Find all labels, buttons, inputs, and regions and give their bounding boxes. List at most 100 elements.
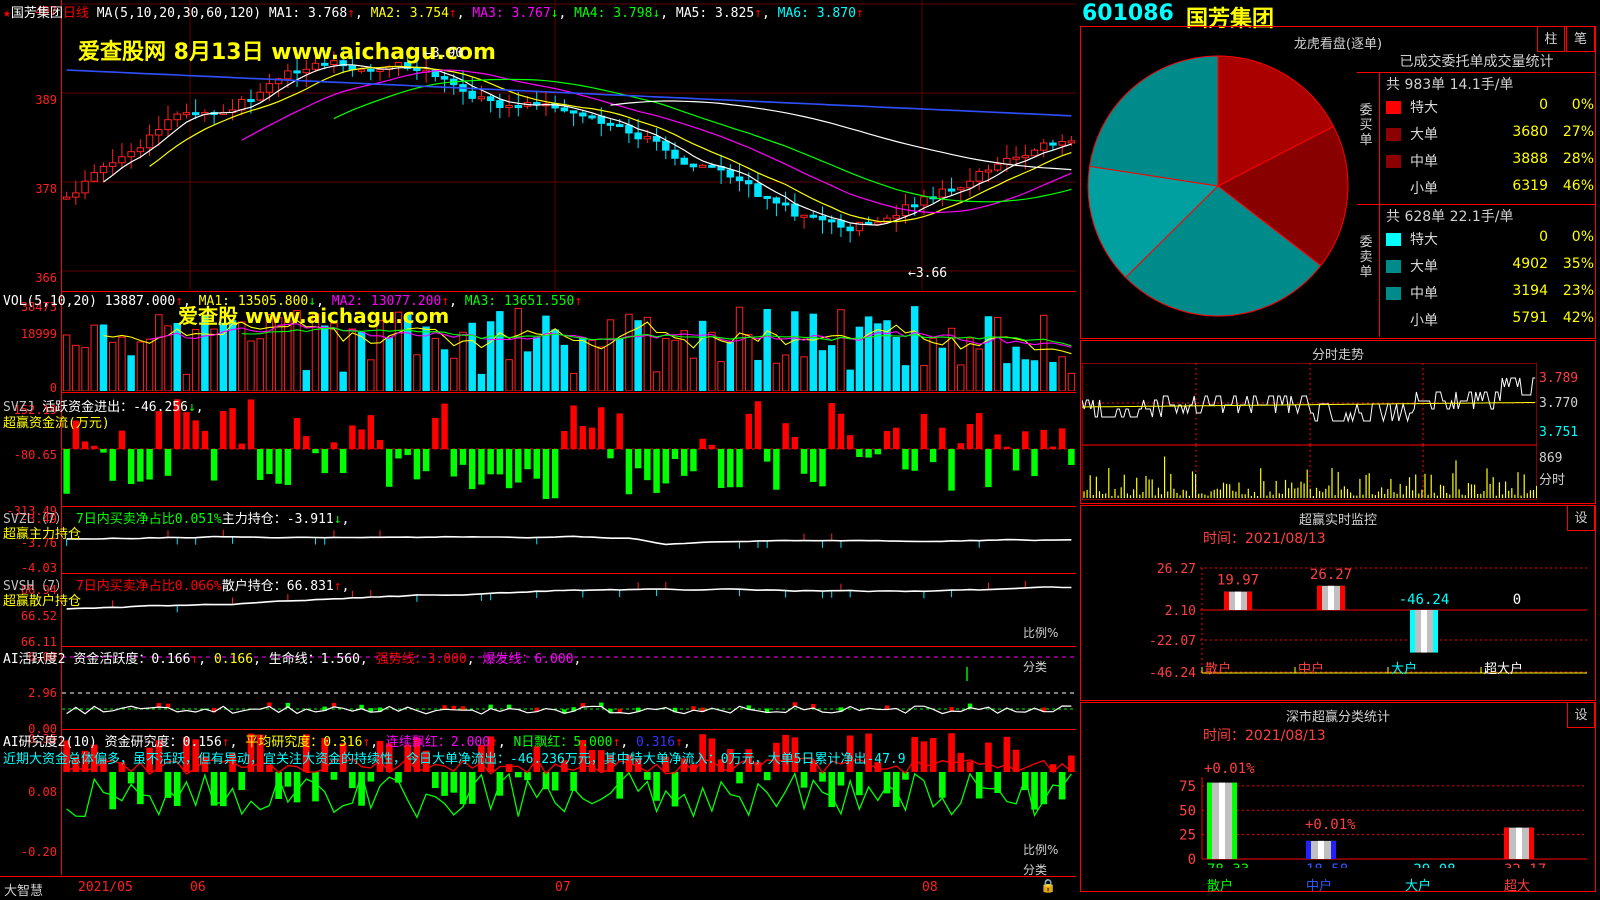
svsh-panel[interactable]	[62, 573, 1076, 645]
classify-time-value: 2021/08/13	[1245, 728, 1326, 744]
classify-y-label: 0	[1188, 852, 1196, 868]
classify-chart-svg: 75 50 25 0 78.33 18.58 -29.08 32.17 +0.01% +0.01%	[1179, 761, 1587, 868]
order-count: 5791	[1512, 310, 1548, 326]
aih-arrow1: ↑	[190, 652, 199, 667]
aiy-v2: 0.316	[323, 735, 363, 750]
ma-arrow-3: ↓	[550, 6, 559, 21]
aiy-arrow5: ↑	[675, 735, 683, 750]
monitor-bar-value: -46.24	[1399, 592, 1450, 608]
buy-side-label: 委买单	[1359, 103, 1373, 148]
order-row: 特大 0 0%	[1380, 97, 1597, 123]
intraday-price-label: 3.770	[1539, 396, 1579, 411]
monitor-category-1: 中户	[1298, 662, 1325, 677]
vol-formula: VOL(5,10,20)	[3, 294, 97, 309]
volume-panel[interactable]	[62, 291, 1076, 391]
svzl-comma: ,	[341, 512, 350, 527]
monitor-settings-button[interactable]: 设	[1567, 505, 1595, 531]
classify-bar-value: 78.33	[1207, 862, 1249, 868]
monitor-y-label: 26.27	[1157, 562, 1196, 577]
kline-ma-formula: MA(5,10,20,30,60,120)	[96, 6, 262, 21]
order-count: 4902	[1512, 256, 1548, 272]
svsh-pos-label: 散户持仓：	[221, 579, 287, 594]
aiy-code: AI研究度2(10)	[3, 735, 97, 750]
intraday-vol-sub: 分时	[1539, 473, 1566, 488]
order-percent: 46%	[1562, 178, 1594, 194]
realtime-monitor-panel[interactable]: 超赢实时监控 设 时间：2021/08/13 26.27 2.10 -22.07 -4…	[1023, 505, 1596, 701]
price-axis-label: 389	[35, 93, 57, 107]
order-percent: 28%	[1562, 151, 1594, 167]
time-axis-tick: 2021/05	[78, 880, 133, 895]
classify-y-label: 25	[1179, 828, 1196, 844]
monitor-category-0: 散户	[1205, 662, 1232, 677]
svzj-panel[interactable]	[62, 392, 1076, 505]
svsh-arrow: ↑	[333, 579, 342, 594]
svzj-header: SVZJ 活跃资金进出：-46.256↓,	[3, 396, 204, 415]
ai-activity-header: AI活跃度2 资金活跃度：0.166↑, 0.166, 生命线：1.560, 强…	[3, 652, 582, 667]
order-percent: 42%	[1562, 310, 1594, 326]
classify-time: 时间：2021/08/13	[1203, 725, 1326, 745]
order-type-label: 特大	[1410, 100, 1438, 116]
monitor-time-label: 时间：	[1203, 531, 1245, 547]
classify-title: 深市超赢分类统计	[1285, 710, 1390, 725]
order-count: 0	[1539, 229, 1548, 245]
kline-star: ★	[3, 6, 11, 21]
order-row: 大单 3680 27%	[1380, 124, 1597, 150]
classify-y-label: 75	[1179, 779, 1196, 795]
ai-research-panel[interactable]	[62, 729, 1076, 875]
classify-category-label: 分类	[1023, 863, 1048, 877]
btn-pen[interactable]: 笔	[1566, 26, 1595, 52]
kline-stock-name: 国芳集团	[10, 6, 63, 21]
classify-panel[interactable]: 深市超赢分类统计 设 时间：2021/08/13 75 50 25 0 78.33 18.…	[1023, 702, 1596, 894]
ma-arrow-1: ↑	[347, 6, 355, 21]
right-info-pane: 601086 国芳集团 龙虎看盘(逐单) 柱 笔 已成交委托单成交量统计 委买单…	[1023, 0, 1600, 900]
svzj-axis-label: -80.65	[13, 448, 57, 462]
kline-panel[interactable]	[62, 0, 1076, 290]
svzj-axis-label: 152.19	[13, 403, 57, 417]
order-type-label: 中单	[1410, 154, 1438, 170]
pie-slice-sell-medium[interactable]	[1087, 165, 1220, 279]
aih-code: AI活跃度2	[3, 652, 66, 667]
stock-title-bar: 601086 国芳集团	[1076, 0, 1600, 32]
intraday-price-label: 3.751	[1539, 425, 1579, 440]
order-stats-table: 已成交委托单成交量统计 委买单 共 983单 14.1手/单 特大 0 0% 大单 36…	[1357, 51, 1596, 339]
aiy-axis-label: 0.35	[28, 732, 57, 746]
stock-name: 国芳集团	[1186, 7, 1275, 32]
vol-ma-2: MA2: 13077.200	[323, 294, 442, 309]
ai-activity-panel[interactable]	[62, 646, 1076, 728]
longhu-panel[interactable]: 龙虎看盘(逐单) 柱 笔 已成交委托单成交量统计 委买单 共 983单 14.1…	[1080, 26, 1596, 339]
btn-column[interactable]: 柱	[1537, 26, 1565, 52]
svzl-panel[interactable]	[62, 506, 1076, 572]
svzl-pos-value: -3.911	[286, 512, 334, 527]
monitor-bar-value: 0	[1513, 592, 1521, 608]
order-count: 3680	[1512, 124, 1548, 140]
ai-activity-svg	[62, 656, 1076, 715]
classify-settings-button[interactable]: 设	[1567, 702, 1595, 728]
order-type-label: 中单	[1410, 286, 1438, 302]
classify-time-label: 时间：	[1203, 728, 1245, 744]
svzl-header: SVZL（7） 7日内买卖净占比0.051%主力持仓：-3.911↓,	[3, 508, 349, 527]
annotation-high: ←3.90	[424, 46, 464, 61]
pie-slice-sell-large[interactable]	[1088, 55, 1219, 187]
pie-slice-sell-small[interactable]	[1124, 185, 1322, 317]
svzj-code: SVZJ	[3, 400, 35, 415]
ai-research-header: AI研究度2(10) 资金研究度：0.156↑, 平均研究度：0.316↑, 连…	[3, 735, 691, 750]
classify-bar-value: 32.17	[1504, 862, 1546, 868]
monitor-bar-value: 19.97	[1217, 573, 1259, 589]
pie-slice-buy-large[interactable]	[1217, 55, 1335, 187]
price-axis-label: 407	[35, 4, 57, 18]
lock-icon[interactable]: 🔒	[1040, 879, 1057, 894]
classify-bar-value: -29.08	[1405, 862, 1456, 868]
intraday-panel[interactable]: 分时走势 3.789 3.770 3.751 869 分时	[1080, 340, 1596, 504]
aih-v4: 6.000	[534, 652, 574, 667]
svsh-axis-label: 66.94	[20, 583, 57, 597]
monitor-y-label: -46.24	[1149, 666, 1196, 681]
pie-slice-buy-medium[interactable]	[1217, 125, 1349, 267]
sell-total: 共 628单 22.1手/单	[1386, 209, 1514, 225]
aih-v3: 3.000	[427, 652, 467, 667]
order-color-swatch	[1386, 155, 1401, 168]
order-row: 中单 3194 23%	[1380, 283, 1597, 309]
order-type-label: 特大	[1410, 232, 1438, 248]
order-color-swatch	[1386, 287, 1401, 300]
aiy-v5: 0.316	[636, 735, 676, 750]
svsh-axis-label: 66.52	[20, 609, 57, 623]
